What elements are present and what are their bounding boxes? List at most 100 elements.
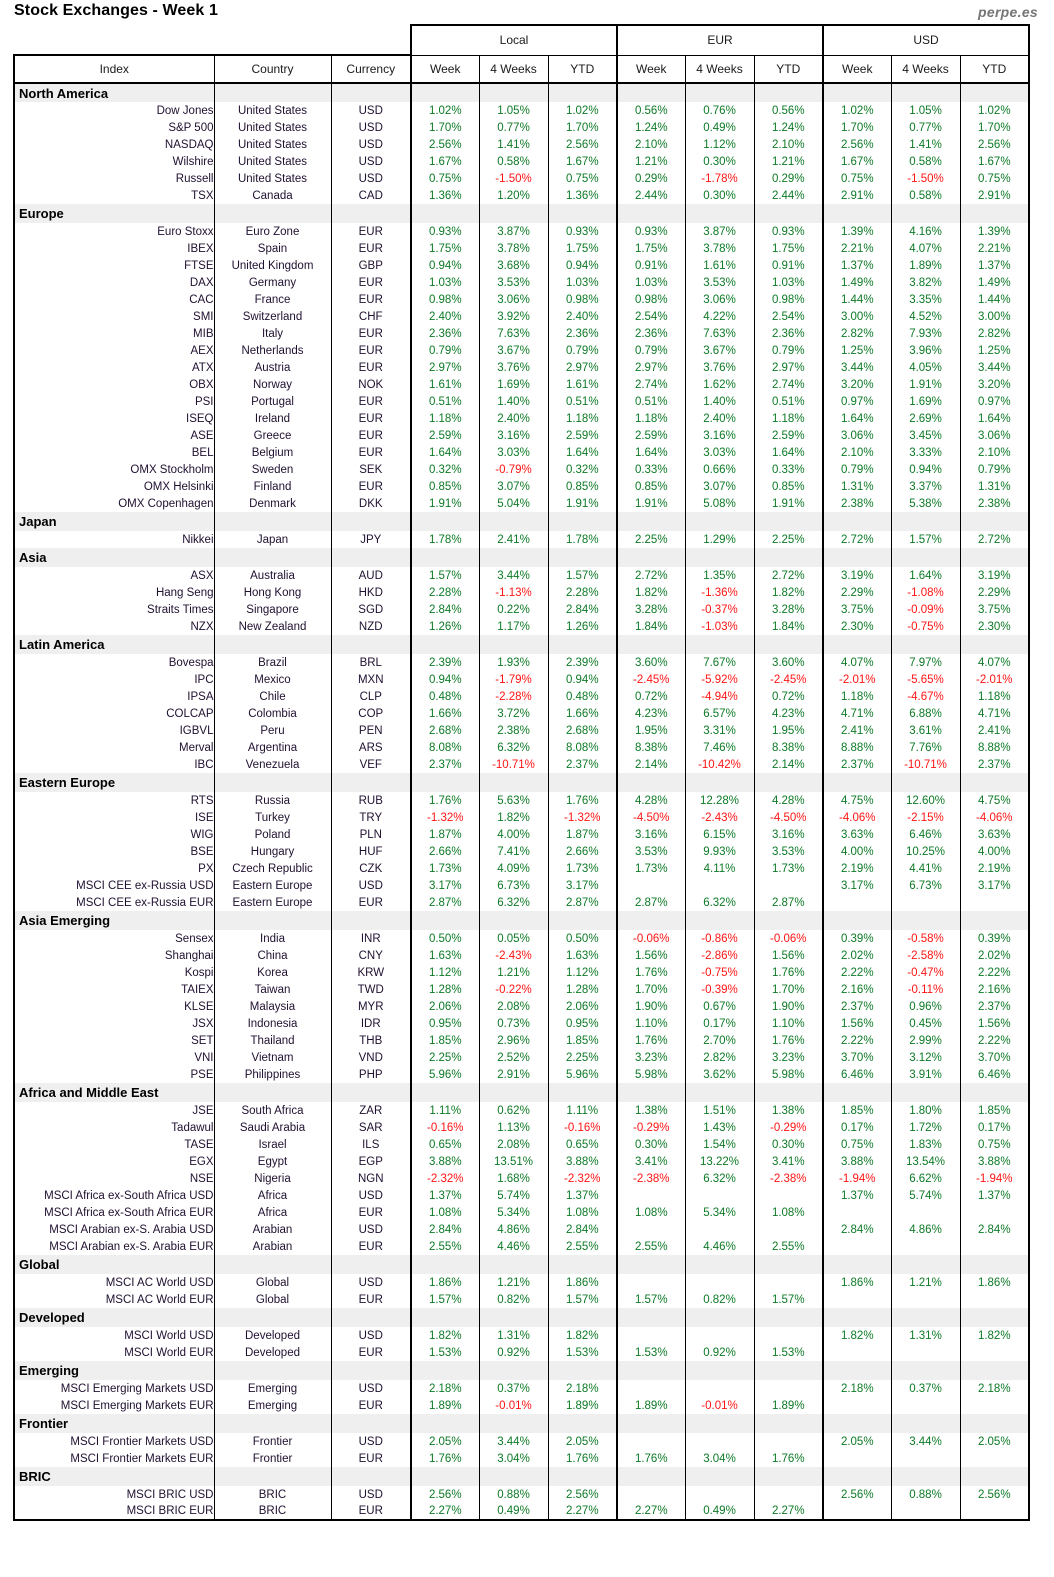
cell-country: Korea [214, 964, 332, 981]
table-row: IGBVL Peru PEN 2.68% 2.38% 2.68% 1.95% 3.31% 1.9… [13, 722, 1030, 739]
section-header-cell [548, 548, 618, 567]
cell-currency: EUR [331, 393, 412, 410]
cell-country: Greece [214, 427, 332, 444]
cell-eur-week: 1.95% [616, 722, 686, 739]
cell-local-week: 2.36% [410, 325, 480, 342]
cell-local-ytd: -0.16% [548, 1119, 618, 1136]
section-header-cell [822, 911, 892, 930]
cell-index-name: PSE [13, 1066, 215, 1083]
cell-country: Vietnam [214, 1049, 332, 1066]
cell-country: Africa [214, 1204, 332, 1221]
cell-local-ytd: 2.84% [548, 1221, 618, 1238]
section-header-cell [822, 1255, 892, 1274]
section-header-cell [754, 83, 824, 102]
cell-country: Sweden [214, 461, 332, 478]
cell-usd-4weeks: 4.86% [891, 1221, 961, 1238]
cell-local-week: 0.93% [410, 223, 480, 240]
cell-usd-ytd: -1.94% [960, 1170, 1030, 1187]
cell-index-name: TSX [13, 187, 215, 204]
table-row: EGX Egypt EGP 3.88% 13.51% 3.88% 3.41% 13.22% 3.… [13, 1153, 1030, 1170]
cell-index-name: KLSE [13, 998, 215, 1015]
cell-local-ytd: 1.11% [548, 1102, 618, 1119]
table-row: TASE Israel ILS 0.65% 2.08% 0.65% 0.30% 1.54% 0.… [13, 1136, 1030, 1153]
cell-eur-ytd [754, 1327, 824, 1344]
cell-currency: BRL [331, 654, 412, 671]
cell-local-week: 1.18% [410, 410, 480, 427]
cell-index-name: Merval [13, 739, 215, 756]
cell-local-week: 1.91% [410, 495, 480, 512]
cell-eur-week: 1.57% [616, 1291, 686, 1308]
cell-eur-4weeks: 7.46% [685, 739, 755, 756]
cell-currency: EUR [331, 1204, 412, 1221]
cell-local-4weeks: 1.05% [479, 102, 549, 119]
cell-usd-week: 3.70% [822, 1049, 892, 1066]
cell-currency: NGN [331, 1170, 412, 1187]
section-header-cell [685, 635, 755, 654]
cell-usd-4weeks: 3.33% [891, 444, 961, 461]
cell-country: Brazil [214, 654, 332, 671]
cell-usd-week [822, 1503, 892, 1521]
cell-country: Emerging [214, 1380, 332, 1397]
cell-local-week: 0.51% [410, 393, 480, 410]
cell-index-name: SMI [13, 308, 215, 325]
cell-eur-ytd: 1.89% [754, 1397, 824, 1414]
cell-currency: VND [331, 1049, 412, 1066]
cell-country: BRIC [214, 1486, 332, 1503]
cell-eur-ytd: 3.53% [754, 843, 824, 860]
cell-usd-4weeks: 1.80% [891, 1102, 961, 1119]
cell-local-ytd: 0.93% [548, 223, 618, 240]
cell-index-name: MSCI Arabian ex-S. Arabia USD [13, 1221, 215, 1238]
cell-usd-week: 3.63% [822, 826, 892, 843]
cell-local-4weeks: 1.68% [479, 1170, 549, 1187]
cell-local-week: 8.08% [410, 739, 480, 756]
cell-eur-ytd: 2.14% [754, 756, 824, 773]
section-header-cell [331, 1083, 412, 1102]
section-header-cell [754, 1255, 824, 1274]
section-header-cell [479, 1467, 549, 1486]
section-header-cell [891, 83, 961, 102]
cell-usd-4weeks: 5.74% [891, 1187, 961, 1204]
section-header-cell [410, 204, 480, 223]
cell-eur-ytd: 1.70% [754, 981, 824, 998]
section-header-cell [685, 512, 755, 531]
cell-local-ytd: 3.88% [548, 1153, 618, 1170]
cell-usd-week: -1.94% [822, 1170, 892, 1187]
cell-currency: USD [331, 1380, 412, 1397]
cell-local-week: 2.18% [410, 1380, 480, 1397]
cell-currency: USD [331, 119, 412, 136]
table-row: Bovespa Brazil BRL 2.39% 1.93% 2.39% 3.60% 7.67… [13, 654, 1030, 671]
section-header-cell [548, 635, 618, 654]
section-header-cell [616, 1361, 686, 1380]
table-row: OMX Stockholm Sweden SEK 0.32% -0.79% 0.32% 0.… [13, 461, 1030, 478]
cell-usd-week: 0.39% [822, 930, 892, 947]
cell-local-week: 1.64% [410, 444, 480, 461]
cell-local-4weeks: 3.76% [479, 359, 549, 376]
cell-index-name: MSCI Emerging Markets EUR [13, 1397, 215, 1414]
cell-index-name: CAC [13, 291, 215, 308]
cell-usd-4weeks [891, 1204, 961, 1221]
cell-eur-week [616, 1221, 686, 1238]
section-header-cell [410, 1414, 480, 1433]
section-header-row: Developed [13, 1308, 1030, 1327]
cell-index-name: IBC [13, 756, 215, 773]
cell-local-week: 2.40% [410, 308, 480, 325]
cell-usd-week: 3.20% [822, 376, 892, 393]
cell-usd-week: 1.85% [822, 1102, 892, 1119]
cell-local-4weeks: 0.58% [479, 153, 549, 170]
cell-eur-week: 1.73% [616, 860, 686, 877]
table-row: NSE Nigeria NGN -2.32% 1.68% -2.32% -2.38% 6.32… [13, 1170, 1030, 1187]
cell-usd-4weeks: 1.69% [891, 393, 961, 410]
cell-local-4weeks: 2.38% [479, 722, 549, 739]
cell-currency: THB [331, 1032, 412, 1049]
cell-currency: CHF [331, 308, 412, 325]
cell-usd-ytd: 3.44% [960, 359, 1030, 376]
section-header-cell [214, 512, 332, 531]
cell-currency: USD [331, 1221, 412, 1238]
cell-eur-ytd: 2.54% [754, 308, 824, 325]
cell-eur-ytd: 2.25% [754, 531, 824, 548]
cell-country: Nigeria [214, 1170, 332, 1187]
cell-local-ytd: 1.91% [548, 495, 618, 512]
cell-local-week: 1.61% [410, 376, 480, 393]
cell-country: Portugal [214, 393, 332, 410]
cell-eur-week [616, 1274, 686, 1291]
